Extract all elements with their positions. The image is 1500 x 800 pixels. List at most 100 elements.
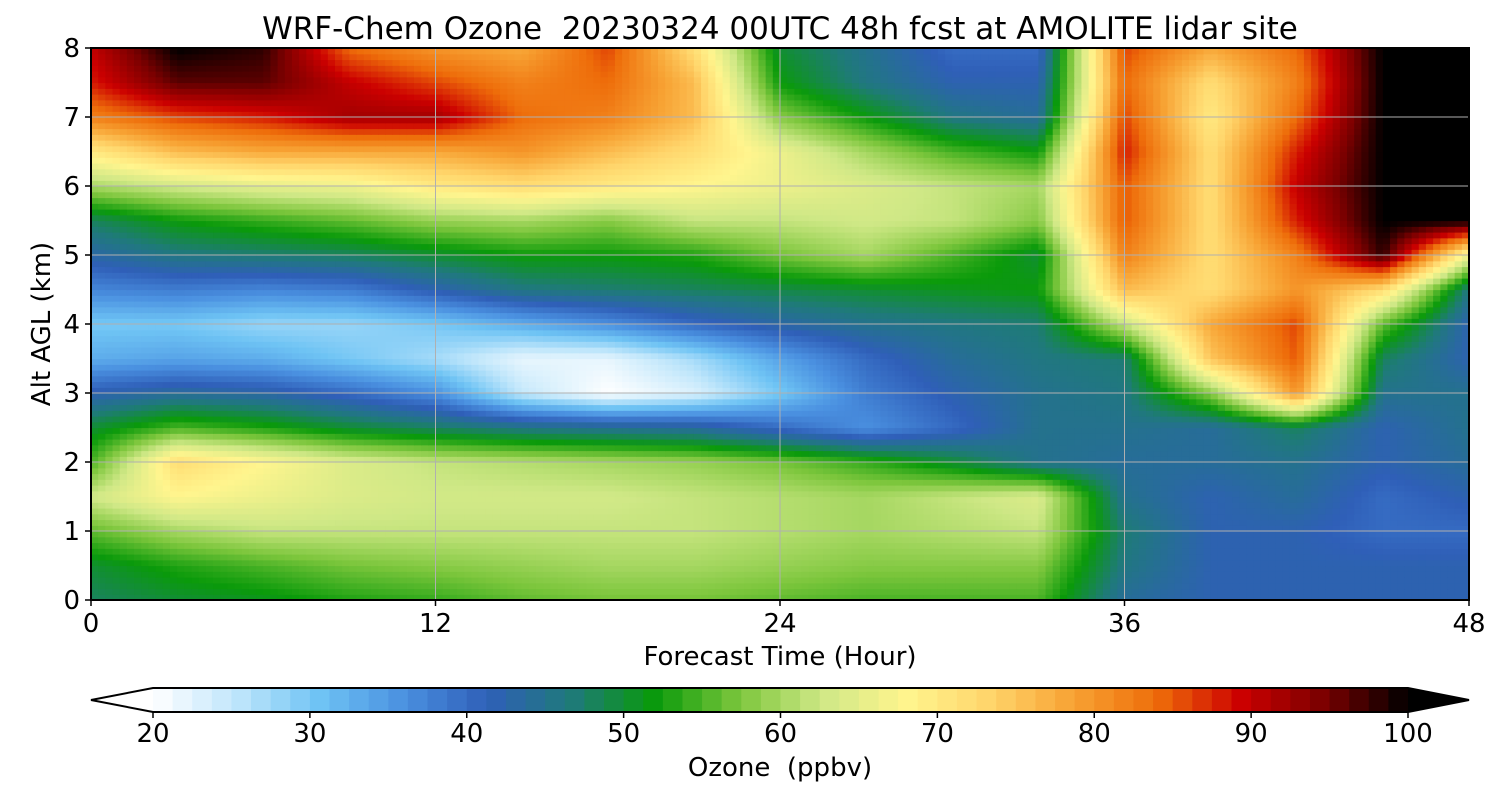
heatmap-cell: [1311, 531, 1319, 538]
heatmap-cell: [952, 485, 961, 492]
heatmap-cell: [413, 548, 422, 555]
heatmap-cell: [184, 554, 193, 561]
heatmap-cell: [421, 496, 429, 503]
heatmap-cell: [155, 536, 164, 544]
heatmap-cell: [378, 582, 386, 590]
heatmap-cell: [1224, 536, 1233, 544]
heatmap-cell: [586, 554, 594, 561]
heatmap-cell: [378, 531, 386, 538]
heatmap-cell: [1339, 565, 1348, 572]
heatmap-cell: [1203, 496, 1212, 503]
heatmap-cell: [91, 594, 99, 601]
heatmap-cell: [1404, 582, 1413, 590]
heatmap-cell: [1361, 462, 1370, 469]
heatmap-cell: [1203, 536, 1212, 544]
heatmap-cell: [880, 502, 889, 509]
heatmap-cell: [722, 577, 731, 584]
heatmap-cell: [1253, 502, 1262, 509]
heatmap-cell: [1232, 467, 1240, 475]
heatmap-cell: [155, 479, 164, 486]
heatmap-cell: [514, 450, 523, 457]
heatmap-cell: [1282, 536, 1291, 544]
heatmap-cell: [636, 513, 645, 521]
heatmap-cell: [1088, 508, 1097, 515]
heatmap-cell: [306, 582, 315, 590]
heatmap-cell: [1346, 559, 1355, 567]
heatmap-cell: [600, 496, 609, 503]
heatmap-cell: [500, 531, 508, 538]
heatmap-cell: [1411, 513, 1420, 521]
heatmap-cell: [1440, 554, 1449, 561]
heatmap-cell: [91, 456, 99, 463]
heatmap-cell: [363, 531, 372, 538]
heatmap-cell: [665, 513, 673, 521]
heatmap-cell: [1239, 554, 1248, 561]
heatmap-cell: [945, 473, 953, 480]
heatmap-cell: [105, 565, 114, 572]
heatmap-cell: [758, 594, 767, 601]
heatmap-cell: [995, 467, 1004, 475]
heatmap-cell: [543, 536, 551, 544]
heatmap-cell: [205, 456, 214, 463]
heatmap-cell: [1346, 571, 1355, 578]
heatmap-cell: [169, 490, 178, 498]
heatmap-cell: [1138, 554, 1147, 561]
heatmap-cell: [780, 542, 788, 549]
heatmap-cell: [507, 450, 516, 457]
heatmap-cell: [1009, 502, 1018, 509]
heatmap-cell: [112, 479, 121, 486]
heatmap-cell: [586, 588, 594, 595]
heatmap-cell: [564, 485, 573, 492]
heatmap-cell: [686, 588, 695, 595]
heatmap-cell: [134, 485, 142, 492]
heatmap-cell: [227, 485, 236, 492]
heatmap-cell: [1311, 456, 1319, 463]
heatmap-cell: [701, 577, 709, 584]
heatmap-cell: [1088, 490, 1097, 498]
heatmap-cell: [349, 588, 358, 595]
heatmap-cell: [894, 490, 903, 498]
heatmap-cell: [1217, 577, 1226, 584]
heatmap-cell: [1024, 513, 1032, 521]
heatmap-cell: [1189, 490, 1197, 498]
heatmap-cell: [593, 571, 602, 578]
heatmap-cell: [1067, 577, 1075, 584]
heatmap-cell: [263, 450, 272, 457]
heatmap-cell: [729, 577, 738, 584]
heatmap-cell: [1311, 588, 1319, 595]
heatmap-cell: [1447, 508, 1456, 515]
heatmap-cell: [385, 577, 394, 584]
heatmap-cell: [729, 496, 738, 503]
heatmap-cell: [1095, 479, 1104, 486]
heatmap-cell: [306, 485, 315, 492]
heatmap-cell: [801, 485, 810, 492]
heatmap-cell: [112, 473, 121, 480]
heatmap-cell: [815, 548, 824, 555]
heatmap-cell: [1440, 479, 1449, 486]
heatmap-cell: [1440, 462, 1449, 469]
heatmap-cell: [392, 513, 401, 521]
heatmap-cell: [256, 577, 264, 584]
heatmap-cell: [1074, 525, 1083, 532]
heatmap-cell: [1361, 502, 1370, 509]
heatmap-cell: [1282, 450, 1291, 457]
heatmap-cell: [837, 473, 846, 480]
heatmap-cell: [543, 571, 551, 578]
heatmap-cell: [1203, 479, 1212, 486]
heatmap-cell: [507, 479, 516, 486]
heatmap-cell: [1088, 531, 1097, 538]
heatmap-cell: [873, 456, 882, 463]
heatmap-cell: [1016, 565, 1025, 572]
heatmap-cell: [866, 565, 874, 572]
heatmap-cell: [629, 582, 638, 590]
heatmap-cell: [277, 582, 286, 590]
heatmap-cell: [815, 473, 824, 480]
heatmap-cell: [837, 577, 846, 584]
heatmap-cell: [1447, 565, 1456, 572]
heatmap-cell: [442, 531, 451, 538]
heatmap-cell: [916, 490, 925, 498]
heatmap-cell: [980, 490, 989, 498]
heatmap-cell: [1433, 479, 1441, 486]
heatmap-cell: [1253, 554, 1262, 561]
heatmap-cell: [1153, 450, 1161, 457]
